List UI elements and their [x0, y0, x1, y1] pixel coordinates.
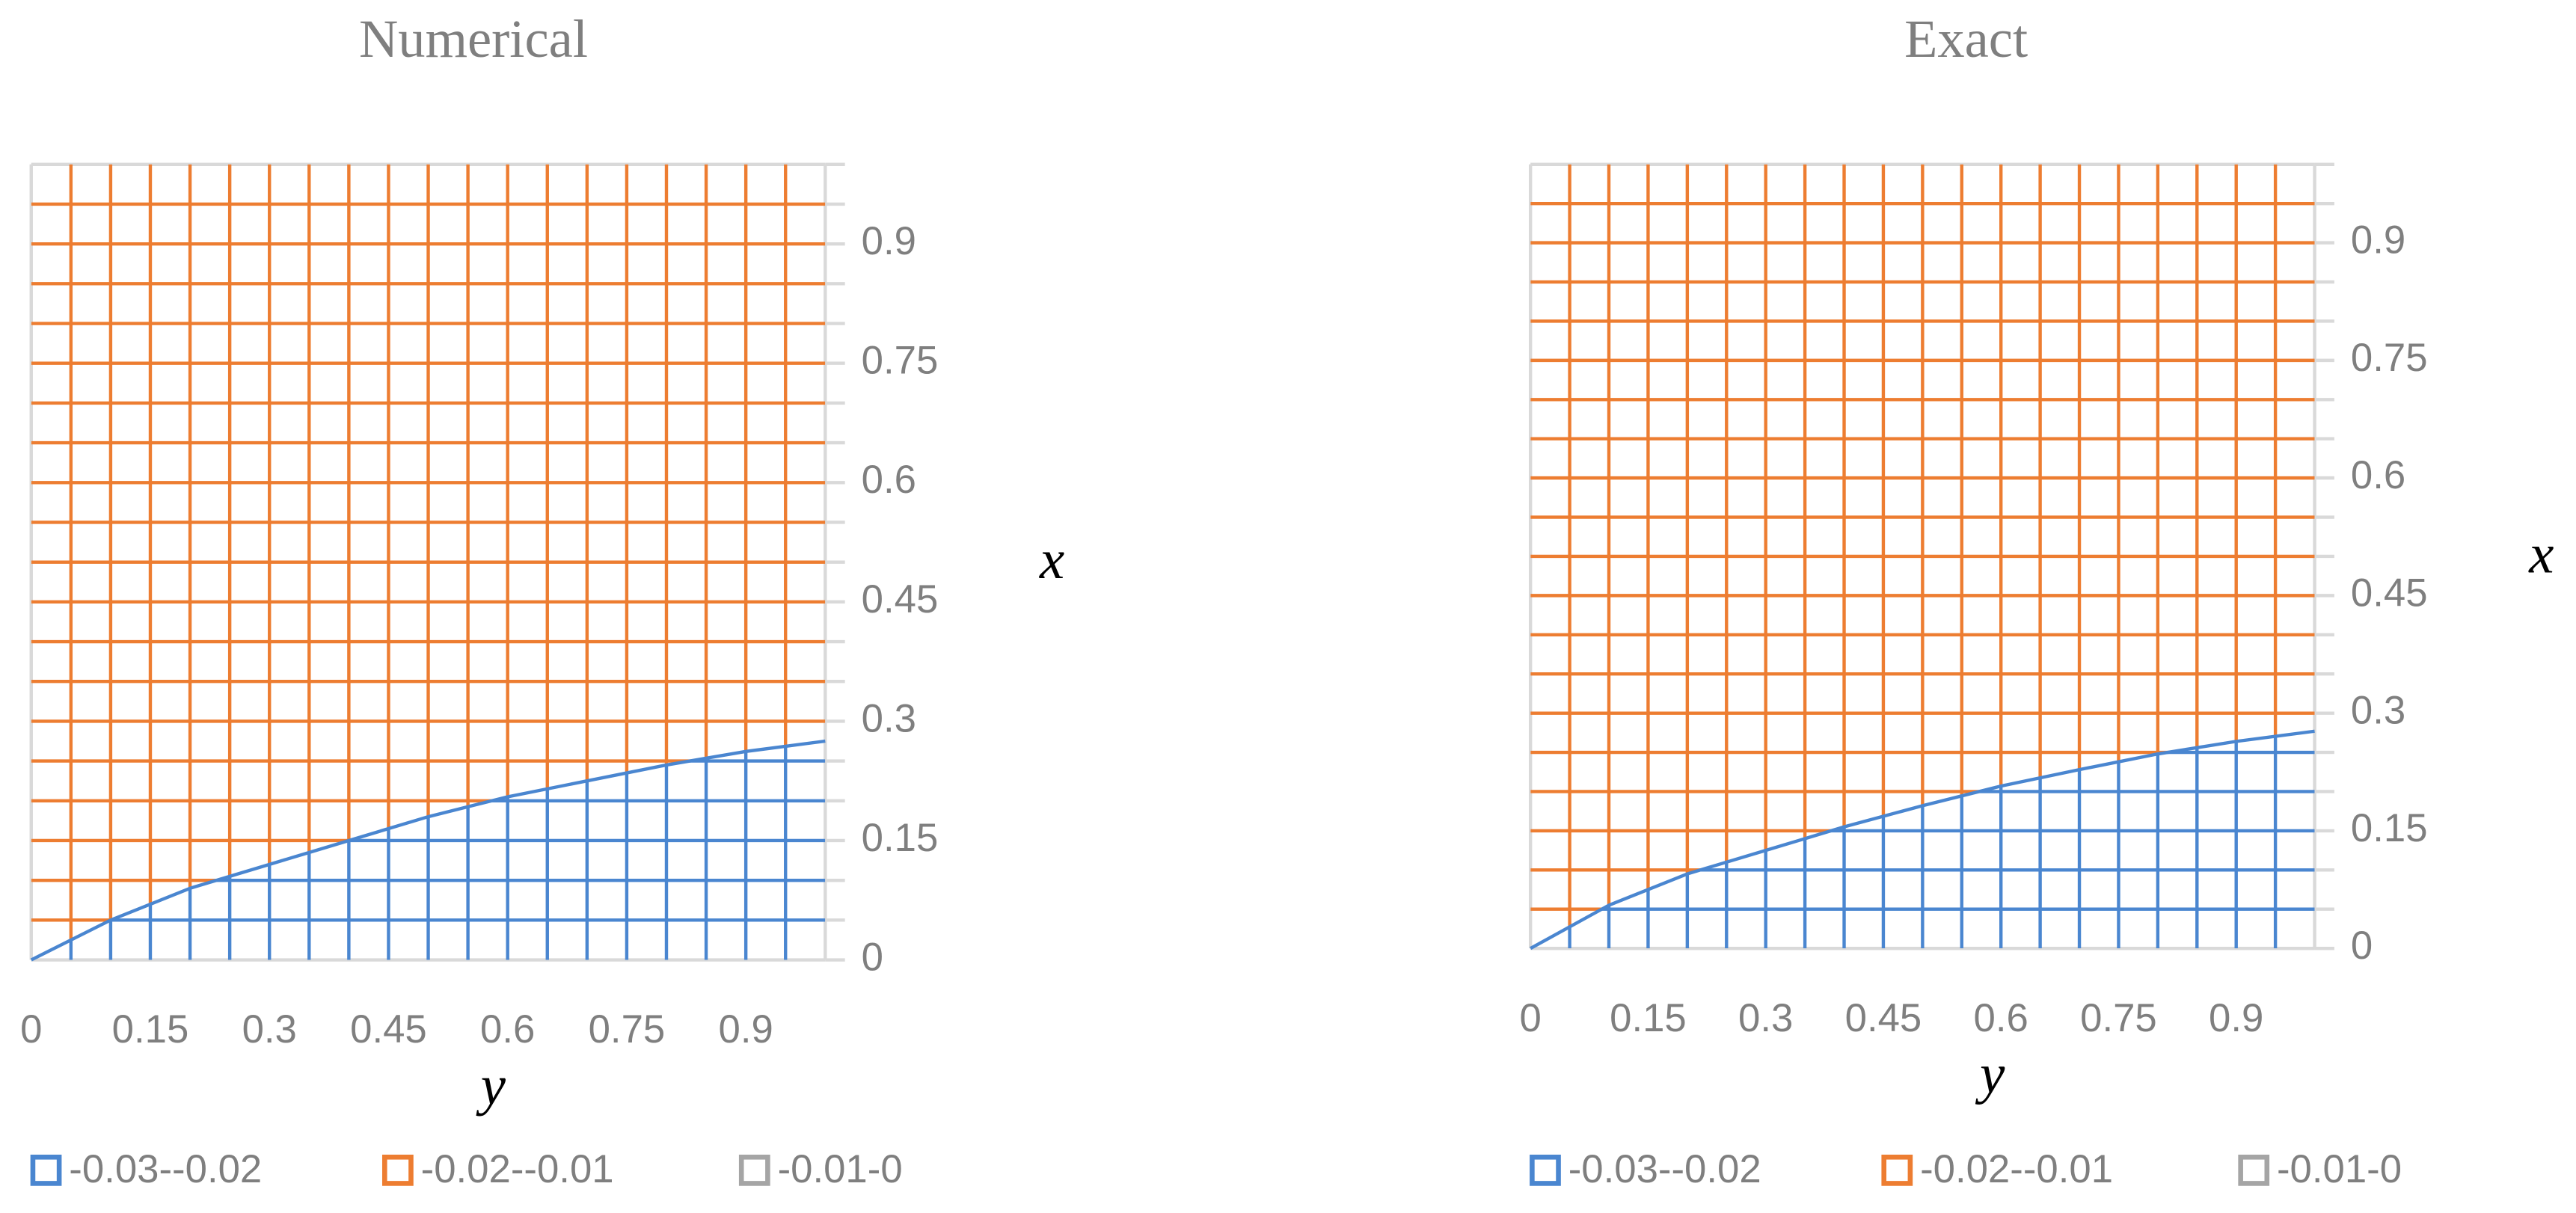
x-tick-label: 0.75: [2080, 996, 2157, 1040]
x-tick-label: 0.9: [718, 1007, 773, 1051]
chart-title: Exact: [1904, 8, 2028, 69]
y-axis-label: x: [1039, 529, 1064, 591]
y-tick-label: 0.15: [2351, 806, 2428, 850]
x-tick-label: 0: [20, 1007, 42, 1051]
y-tick-label: 0.6: [862, 458, 916, 502]
y-tick-label: 0: [862, 935, 883, 979]
x-tick-label: 0.9: [2209, 996, 2263, 1040]
y-tick-label: 0.3: [2351, 689, 2405, 733]
y-tick-label: 0.15: [862, 816, 939, 860]
x-tick-label: 0.6: [1974, 996, 2028, 1040]
x-axis-label: y: [1975, 1043, 2005, 1105]
contour-line: [30, 739, 826, 962]
x-tick-label: 0.15: [112, 1007, 189, 1051]
legend-swatch: [30, 1154, 62, 1186]
x-tick-label: 0.45: [350, 1007, 427, 1051]
x-tick-label: 0.6: [480, 1007, 535, 1051]
x-tick-label: 0.75: [589, 1007, 666, 1051]
chart: Numerical 0 0.15 0.3 0.45 0.6 0.75 0.9 0 0.15 0.3 0…: [20, 8, 1064, 1191]
y-tick-label: 0.75: [862, 339, 939, 383]
legend-label: -0.03--0.02: [69, 1147, 262, 1191]
y-axis-label: x: [2528, 523, 2554, 586]
y-tick-label: 0.9: [2351, 218, 2405, 262]
y-tick-label: 0.9: [862, 219, 916, 263]
legend-label: -0.02--0.01: [1920, 1147, 2113, 1191]
chart-title: Numerical: [359, 8, 588, 69]
legend-swatch: [1530, 1154, 1561, 1186]
legend-swatch: [381, 1154, 414, 1186]
x-tick-label: 0.3: [242, 1007, 297, 1051]
x-tick-label: 0: [1520, 996, 1542, 1040]
chart: Exact 0 0.15 0.3 0.45 0.6 0.75 0.9 0 0.15 0.3 0.45 0…: [1520, 8, 2554, 1191]
legend-label: -0.02--0.01: [421, 1147, 614, 1191]
legend-swatch: [2238, 1154, 2270, 1186]
legend-label: -0.01-0: [2277, 1147, 2402, 1191]
contour-line: [1530, 729, 2315, 951]
x-tick-label: 0.3: [1738, 996, 1793, 1040]
y-tick-label: 0.3: [862, 696, 916, 740]
legend-swatch: [1881, 1154, 1913, 1186]
y-tick-label: 0.75: [2351, 336, 2428, 380]
legend-label: -0.03--0.02: [1568, 1147, 1761, 1191]
x-axis-label: y: [476, 1055, 506, 1117]
y-tick-label: 0.45: [2351, 571, 2428, 615]
y-tick-label: 0: [2351, 924, 2373, 968]
x-tick-label: 0.15: [1610, 996, 1687, 1040]
y-tick-label: 0.6: [2351, 453, 2405, 497]
y-tick-label: 0.45: [862, 577, 939, 621]
x-tick-label: 0.45: [1845, 996, 1922, 1040]
legend-label: -0.01-0: [778, 1147, 903, 1191]
legend-swatch: [738, 1154, 770, 1186]
